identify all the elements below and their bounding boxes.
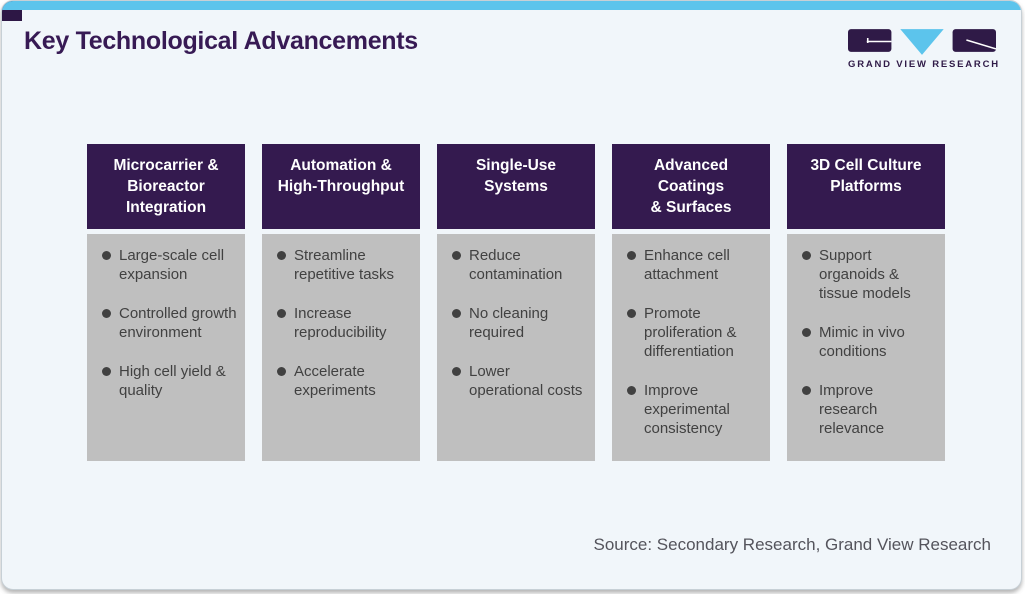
gvr-logo-v-mark bbox=[900, 29, 944, 55]
list-item-text: Controlled growth environment bbox=[119, 305, 237, 341]
list-item-text: Improve experimental consistency bbox=[644, 382, 730, 437]
gvr-logo-marks bbox=[848, 29, 996, 55]
list-item: No cleaning required bbox=[452, 304, 590, 342]
column-3d-cell-culture-platforms: 3D Cell Culture Platforms Support organo… bbox=[787, 144, 945, 461]
list-item: Increase reproducibility bbox=[277, 304, 415, 342]
list-item: Accelerate experiments bbox=[277, 362, 415, 400]
list-item-text: Accelerate experiments bbox=[294, 363, 376, 399]
list-item: Streamline repetitive tasks bbox=[277, 246, 415, 284]
list-item-text: Reduce contamination bbox=[469, 247, 563, 283]
column-header: 3D Cell Culture Platforms bbox=[787, 144, 945, 229]
bullet-icon bbox=[452, 367, 461, 376]
bullet-icon bbox=[277, 309, 286, 318]
bullet-icon bbox=[802, 328, 811, 337]
list-item-text: Increase reproducibility bbox=[294, 305, 387, 341]
source-note: Source: Secondary Research, Grand View R… bbox=[593, 535, 992, 554]
list-item-text: Mimic in vivo conditions bbox=[819, 324, 905, 360]
bullet-icon bbox=[452, 251, 461, 260]
bullet-icon bbox=[277, 251, 286, 260]
list-item-text: Support organoids & tissue models bbox=[819, 247, 911, 302]
column-single-use-systems: Single-Use Systems Reduce contamination … bbox=[437, 144, 595, 461]
bullet-icon bbox=[802, 251, 811, 260]
list-item: Controlled growth environment bbox=[102, 304, 240, 342]
list-item: Reduce contamination bbox=[452, 246, 590, 284]
column-header: Microcarrier & Bioreactor Integration bbox=[87, 144, 245, 229]
column-body: Enhance cell attachment Promote prolifer… bbox=[612, 234, 770, 461]
list-item: High cell yield & quality bbox=[102, 362, 240, 400]
bullet-icon bbox=[627, 386, 636, 395]
list-item: Support organoids & tissue models bbox=[802, 246, 940, 303]
list-item-text: Enhance cell attachment bbox=[644, 247, 730, 283]
column-header: Single-Use Systems bbox=[437, 144, 595, 229]
column-advanced-coatings-surfaces: Advanced Coatings & Surfaces Enhance cel… bbox=[612, 144, 770, 461]
list-item-text: Large-scale cell expansion bbox=[119, 247, 225, 283]
list-item-text: Promote proliferation & differentiation bbox=[644, 305, 737, 360]
page-title: Key Technological Advancements bbox=[24, 27, 418, 55]
bullet-icon bbox=[102, 309, 111, 318]
list-item: Promote proliferation & differentiation bbox=[627, 304, 765, 361]
list-item: Mimic in vivo conditions bbox=[802, 323, 940, 361]
gvr-logo: GRAND VIEW RESEARCH bbox=[848, 28, 1000, 70]
column-automation-high-throughput: Automation & High-Throughput Streamline … bbox=[262, 144, 420, 461]
gvr-logo-wordmark: GRAND VIEW RESEARCH bbox=[848, 59, 1000, 70]
column-header: Advanced Coatings & Surfaces bbox=[612, 144, 770, 229]
bullet-icon bbox=[102, 367, 111, 376]
list-item: Improve research relevance bbox=[802, 381, 940, 438]
list-item-text: Streamline repetitive tasks bbox=[294, 247, 395, 283]
gvr-logo-r-mark bbox=[952, 29, 996, 52]
column-header: Automation & High-Throughput bbox=[262, 144, 420, 229]
bullet-icon bbox=[802, 386, 811, 395]
top-accent-bar bbox=[2, 1, 1021, 10]
list-item-text: Lower operational costs bbox=[469, 363, 583, 399]
column-body: Support organoids & tissue models Mimic … bbox=[787, 234, 945, 461]
column-body: Streamline repetitive tasks Increase rep… bbox=[262, 234, 420, 461]
gvr-logo-g-mark bbox=[848, 29, 892, 52]
advancements-columns: Microcarrier & Bioreactor Integration La… bbox=[87, 144, 945, 461]
bullet-icon bbox=[627, 309, 636, 318]
bullet-icon bbox=[452, 309, 461, 318]
list-item-text: Improve research relevance bbox=[819, 382, 885, 437]
column-body: Reduce contamination No cleaning require… bbox=[437, 234, 595, 461]
list-item: Large-scale cell expansion bbox=[102, 246, 240, 284]
bullet-icon bbox=[102, 251, 111, 260]
list-item-text: No cleaning required bbox=[469, 305, 549, 341]
bullet-icon bbox=[627, 251, 636, 260]
column-microcarrier-bioreactor: Microcarrier & Bioreactor Integration La… bbox=[87, 144, 245, 461]
column-body: Large-scale cell expansion Controlled gr… bbox=[87, 234, 245, 461]
list-item-text: High cell yield & quality bbox=[119, 363, 226, 399]
bullet-icon bbox=[277, 367, 286, 376]
list-item: Improve experimental consistency bbox=[627, 381, 765, 438]
list-item: Enhance cell attachment bbox=[627, 246, 765, 284]
list-item: Lower operational costs bbox=[452, 362, 590, 400]
